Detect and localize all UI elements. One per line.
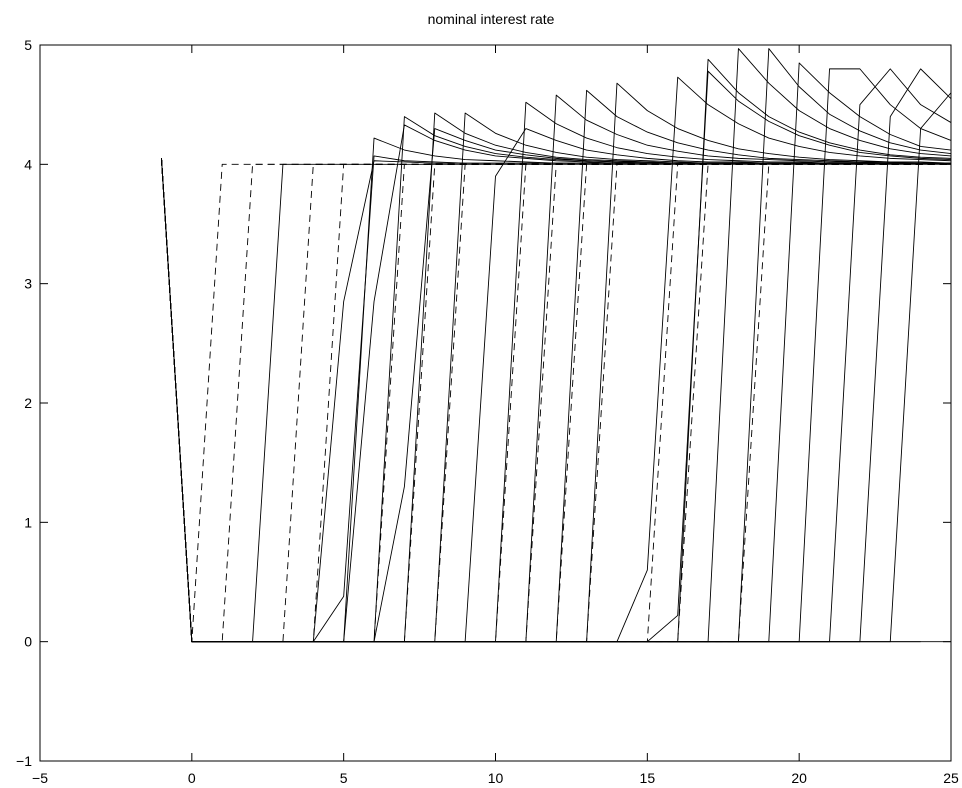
series-line-38: [161, 158, 951, 643]
series-line-20: [161, 116, 951, 643]
series-line-25: [161, 158, 951, 643]
axis-layer: −5 0 5 10 15 20 25 −1 0 1 2 3 4 5: [16, 37, 959, 786]
x-tick-label-0: −5: [32, 770, 48, 786]
series-line-26: [161, 158, 951, 643]
y-tick-label-3: 2: [24, 395, 32, 411]
y-tick-label-1: 0: [24, 634, 32, 650]
series-line-4: [161, 68, 952, 643]
series-line-29: [161, 158, 951, 643]
series-line-7: [161, 48, 952, 643]
series-line-37: [161, 158, 951, 643]
series-line-24: [161, 158, 951, 643]
series-line-39: [161, 158, 951, 643]
y-tick-label-5: 4: [24, 156, 32, 172]
series-line-28: [161, 158, 951, 643]
series-line-13: [161, 89, 951, 643]
series-line-27: [161, 158, 951, 643]
series-line-18: [161, 112, 951, 643]
x-tick-label-3: 10: [488, 770, 504, 786]
y-tick-label-2: 1: [24, 514, 32, 530]
series-line-8: [161, 48, 952, 643]
series-line-17: [161, 112, 951, 643]
series-line-33: [161, 158, 951, 643]
series-line-30: [161, 158, 951, 643]
x-tick-label-6: 25: [943, 770, 959, 786]
x-tick-label-2: 5: [340, 770, 348, 786]
series-line-9: [161, 58, 952, 643]
series-line-14: [161, 94, 951, 643]
series-line-5: [161, 68, 952, 643]
series-line-12: [161, 82, 952, 643]
series-line-35: [161, 158, 951, 643]
chart-title: nominal interest rate: [428, 11, 555, 27]
series-line-36: [161, 158, 951, 643]
series-line-21: [161, 124, 951, 643]
series-layer: [161, 48, 952, 643]
series-line-23: [161, 155, 951, 643]
series-line-15: [161, 101, 951, 643]
x-tick-label-4: 15: [640, 770, 656, 786]
series-line-34: [161, 158, 951, 643]
series-line-32: [161, 158, 951, 643]
x-tick-label-5: 20: [791, 770, 807, 786]
series-line-3: [161, 68, 952, 643]
x-tick-label-1: 0: [188, 770, 196, 786]
series-line-2: [161, 92, 952, 643]
y-tick-label-6: 5: [24, 37, 32, 53]
y-tick-label-0: −1: [16, 753, 32, 769]
series-line-31: [161, 158, 951, 643]
y-tick-label-4: 3: [24, 276, 32, 292]
series-line-0: [161, 158, 951, 643]
series-line-6: [161, 62, 952, 643]
